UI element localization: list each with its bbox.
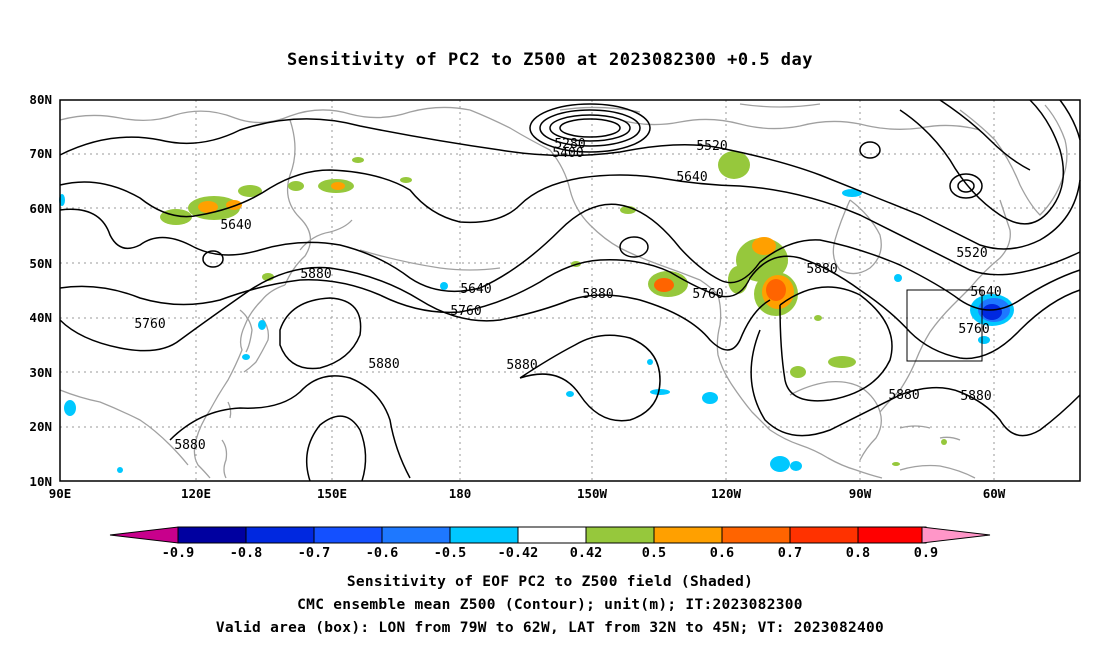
- contour-label: 5880: [368, 357, 399, 372]
- lat-label: 10N: [29, 474, 52, 489]
- contour-label: 5640: [970, 285, 1001, 300]
- colorbar-low-triangle: [109, 526, 179, 544]
- lat-label: 70N: [29, 146, 52, 161]
- valid-area-box: [906, 289, 983, 362]
- contour-label: 5880: [300, 267, 331, 282]
- colorbar-high-triangle: [921, 526, 991, 544]
- contour-label: 5760: [692, 287, 723, 302]
- colorbar-label: -0.6: [366, 545, 399, 561]
- contour-label: 5760: [958, 322, 989, 337]
- footer-line-shading: Sensitivity of EOF PC2 to Z500 field (Sh…: [346, 574, 754, 590]
- colorbar-label: -0.7: [298, 545, 331, 561]
- colorbar-swatch: [449, 526, 519, 544]
- coastlines: [59, 103, 1068, 479]
- contour-label: 5880: [960, 389, 991, 404]
- colorbar-label: -0.42: [498, 545, 539, 561]
- lon-label: 120W: [711, 486, 742, 501]
- colorbar-label: -0.5: [434, 545, 467, 561]
- colorbar-swatch: [585, 526, 655, 544]
- lat-label: 30N: [29, 365, 52, 380]
- lon-label: 150E: [317, 486, 347, 501]
- colorbar-swatch: [381, 526, 451, 544]
- contour-label: 5880: [888, 388, 919, 403]
- colorbar-swatch: [245, 526, 315, 544]
- colorbar-label: 0.8: [846, 545, 870, 561]
- colorbar-swatch: [177, 526, 247, 544]
- colorbar: -0.9 -0.8 -0.7 -0.6 -0.5 -0.42 0.42 0.5 0.6 0.7 0.…: [109, 526, 991, 561]
- lon-label: 60W: [983, 486, 1006, 501]
- lat-label: 80N: [29, 92, 52, 107]
- contour-label: 5760: [134, 317, 165, 332]
- colorbar-label: 0.7: [778, 545, 802, 561]
- contour-label: 5880: [506, 358, 537, 373]
- colorbar-swatch: [721, 526, 791, 544]
- colorbar-swatch: [517, 526, 587, 544]
- contour-label: 5640: [676, 170, 707, 185]
- lat-label: 20N: [29, 419, 52, 434]
- colorbar-label: -0.8: [230, 545, 263, 561]
- colorbar-swatch: [313, 526, 383, 544]
- z500-contours: [59, 99, 1081, 482]
- contour-label: 5880: [582, 287, 613, 302]
- footer-line-contour: CMC ensemble mean Z500 (Contour); unit(m…: [297, 597, 803, 613]
- lat-label: 50N: [29, 256, 52, 271]
- lat-label: 40N: [29, 310, 52, 325]
- colorbar-swatch: [857, 526, 927, 544]
- colorbar-swatch: [653, 526, 723, 544]
- map-title: Sensitivity of PC2 to Z500 at 2023082300…: [286, 50, 813, 70]
- contour-label: 5640: [220, 218, 251, 233]
- colorbar-swatch: [789, 526, 859, 544]
- contour-label: 5880: [806, 262, 837, 277]
- colorbar-label: 0.42: [570, 545, 603, 561]
- colorbar-label: -0.9: [162, 545, 195, 561]
- contour-label: 5280: [554, 137, 585, 152]
- lat-label: 60N: [29, 201, 52, 216]
- contour-labels: 5280 5400 5520 5640 5640 5640 5760 5880 …: [134, 137, 1001, 453]
- lon-label: 180: [449, 486, 472, 501]
- colorbar-label: 0.9: [914, 545, 938, 561]
- lon-label: 150W: [577, 486, 608, 501]
- contour-label: 5640: [460, 282, 491, 297]
- colorbar-label: 0.6: [710, 545, 734, 561]
- map-frame: [59, 99, 1081, 482]
- colorbar-label: 0.5: [642, 545, 666, 561]
- lon-label: 120E: [181, 486, 211, 501]
- contour-label: 5520: [956, 246, 987, 261]
- contour-label: 5400: [552, 146, 583, 161]
- lon-label: 90E: [49, 486, 72, 501]
- sensitivity-shading: [59, 151, 1014, 473]
- latitude-labels: 80N 70N 60N 50N 40N 30N 20N 10N: [29, 92, 52, 489]
- contour-label: 5520: [696, 139, 727, 154]
- lon-label: 90W: [849, 486, 872, 501]
- longitude-labels: 90E 120E 150E 180 150W 120W 90W 60W: [49, 486, 1006, 501]
- footer-line-valid-area: Valid area (box): LON from 79W to 62W, L…: [215, 620, 885, 636]
- contour-label: 5880: [174, 438, 205, 453]
- contour-label: 5760: [450, 304, 481, 319]
